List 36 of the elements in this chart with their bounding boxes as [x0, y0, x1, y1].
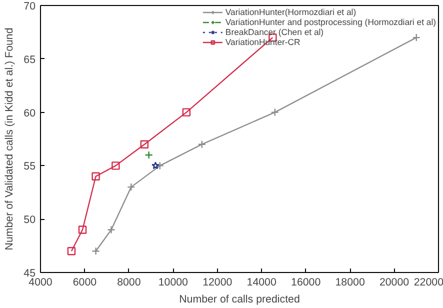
- x-tick-label: 18000: [335, 276, 365, 288]
- point: [412, 33, 420, 42]
- y-axis-title: Number of Validated calls (in Kidd et al.) Found: [4, 28, 16, 250]
- x-tick-label: 10000: [158, 276, 188, 288]
- x-tick-label: 16000: [291, 276, 321, 288]
- point: [92, 172, 100, 180]
- legend-label: VariationHunter(Hormozdiari et al): [225, 7, 356, 17]
- y-tick-label: 55: [24, 160, 36, 173]
- y-tick-label: 60: [24, 107, 36, 120]
- point: [127, 182, 136, 192]
- point: [198, 140, 206, 148]
- point: [156, 162, 164, 170]
- point: [92, 247, 100, 256]
- point: [270, 108, 279, 116]
- legend-label: BreakDancer (Chen et al): [225, 27, 324, 37]
- y-tick-label: 45: [24, 268, 36, 280]
- x-tick-label: 20000: [379, 276, 410, 288]
- point: [107, 226, 116, 234]
- y-tick-label: 70: [24, 0, 36, 12]
- point: [112, 162, 120, 170]
- legend-label: VariationHunter and postprocessing (Hormozdiari et al): [225, 17, 436, 27]
- y-tick-label: 50: [24, 214, 36, 226]
- point: [144, 150, 153, 160]
- x-tick-label: 12000: [202, 276, 232, 288]
- x-tick-label: 4000: [28, 276, 52, 288]
- point: [67, 247, 76, 256]
- x-tick-label: 8000: [117, 276, 141, 288]
- point: [152, 162, 160, 170]
- x-tick-label: 14000: [246, 276, 276, 288]
- x-tick-label: 6000: [72, 276, 97, 288]
- point: [140, 140, 149, 148]
- point: [182, 108, 191, 116]
- y-tick-label: 65: [24, 54, 36, 66]
- x-axis-title: Number of calls predicted: [179, 294, 300, 306]
- point: [78, 226, 87, 234]
- x-tick-label: 22000: [414, 276, 443, 288]
